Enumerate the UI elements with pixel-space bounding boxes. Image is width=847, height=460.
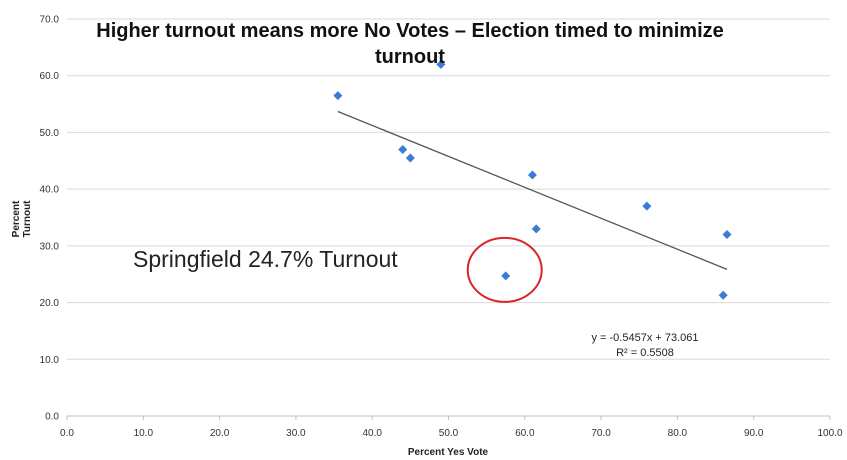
highlight-group (466, 236, 543, 303)
data-point (405, 153, 415, 163)
x-tick-label: 90.0 (744, 428, 764, 439)
highlight-circle (466, 236, 543, 303)
x-tick-label: 10.0 (134, 428, 154, 439)
x-tick-label: 40.0 (362, 428, 382, 439)
y-tick-label: 0.0 (45, 412, 59, 423)
trendline-equation: y = -0.5457x + 73.061 R² = 0.5508 (585, 331, 705, 361)
y-tick-label: 40.0 (40, 185, 60, 196)
y-tick-label: 60.0 (40, 71, 60, 82)
data-point (436, 59, 446, 69)
x-tick-label: 70.0 (591, 428, 611, 439)
equation-text: y = -0.5457x + 73.061 (591, 332, 699, 344)
gridlines (67, 18, 830, 360)
y-tick-label: 30.0 (40, 241, 60, 252)
data-point (722, 230, 732, 240)
y-tick-label: 70.0 (40, 15, 60, 26)
x-tick-label: 0.0 (60, 428, 74, 439)
y-axis-label: Percent Turnout (11, 200, 33, 238)
y-tick-label: 10.0 (40, 355, 60, 366)
y-tick-label: 20.0 (40, 298, 60, 309)
x-tick-label: 100.0 (817, 428, 842, 439)
data-point (333, 91, 343, 101)
trendline (337, 110, 728, 270)
y-tick-labels: 0.0 10.0 20.0 30.0 40.0 50.0 60.0 70.0 (40, 15, 60, 423)
x-tick-labels: 0.0 10.0 20.0 30.0 40.0 50.0 60.0 70.0 80.0 90.0 1… (60, 428, 843, 439)
x-axis-label: Percent Yes Vote (407, 447, 489, 458)
data-point (501, 271, 511, 281)
x-tick-label: 50.0 (439, 428, 459, 439)
x-tick-label: 60.0 (515, 428, 535, 439)
data-points (333, 59, 732, 300)
data-point (531, 224, 541, 234)
data-point (398, 144, 408, 154)
data-point (642, 201, 652, 211)
trendline-group (337, 110, 728, 270)
r-squared-text: R² = 0.5508 (616, 347, 674, 359)
x-tick-label: 80.0 (668, 428, 688, 439)
axes (66, 415, 831, 420)
chart-title: Higher turnout means more No Votes – Ele… (96, 20, 724, 68)
springfield-annotation: Springfield 24.7% Turnout (133, 246, 398, 272)
y-tick-label: 50.0 (40, 128, 60, 139)
data-point (527, 170, 537, 180)
x-tick-label: 20.0 (210, 428, 230, 439)
x-tick-label: 30.0 (286, 428, 306, 439)
data-point (718, 290, 728, 300)
